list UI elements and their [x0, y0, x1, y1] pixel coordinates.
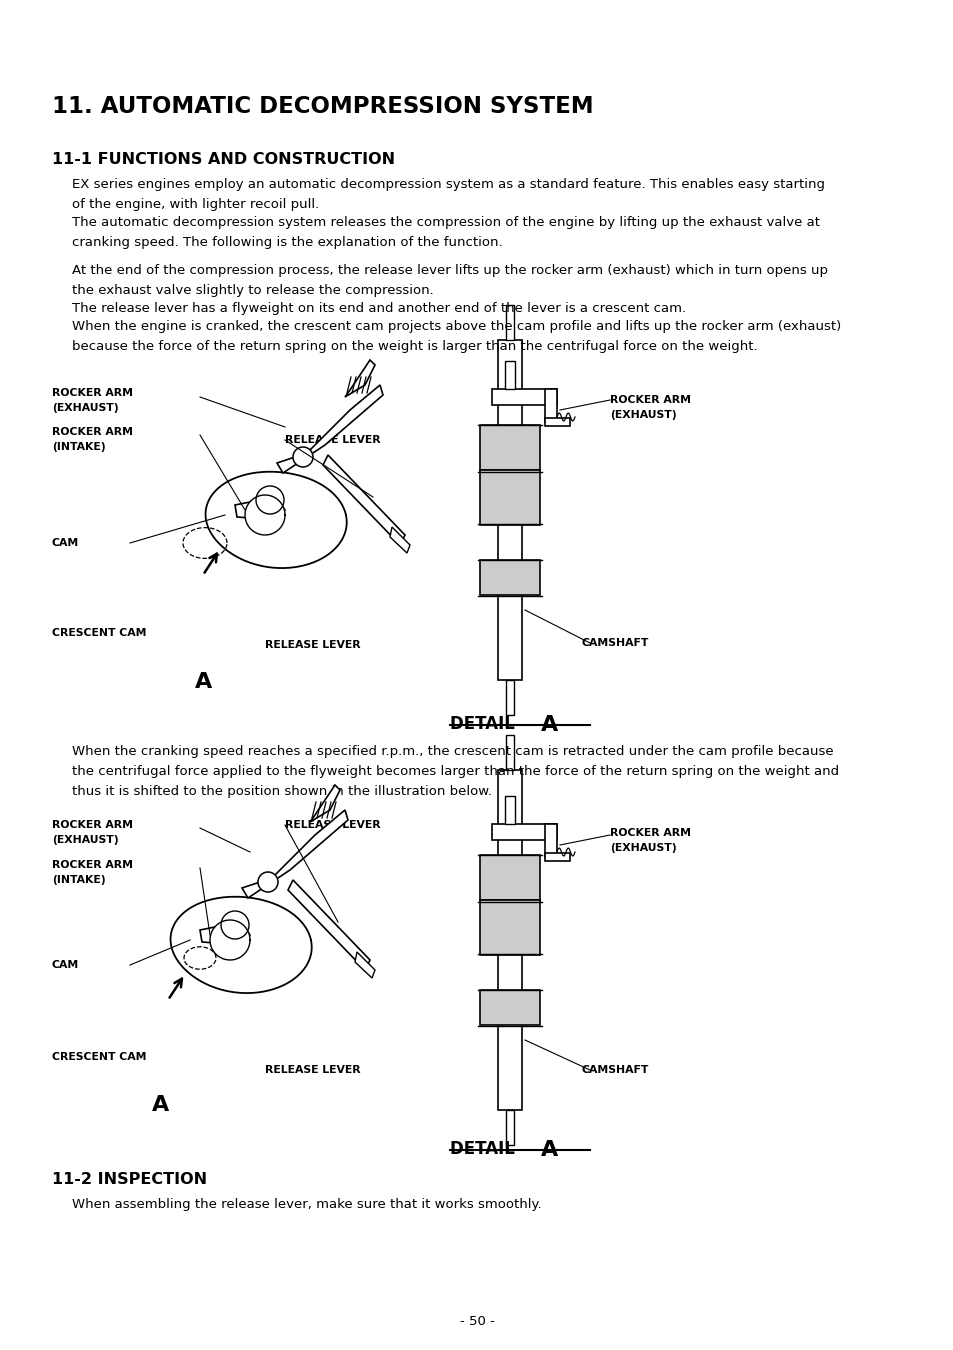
Text: ROCKER ARM: ROCKER ARM	[609, 396, 690, 405]
Polygon shape	[276, 385, 382, 472]
Bar	[544, 824, 557, 857]
Bar	[544, 853, 569, 861]
Text: ROCKER ARM: ROCKER ARM	[52, 427, 132, 437]
Circle shape	[257, 872, 277, 892]
Text: the centrifugal force applied to the flyweight becomes larger than the force of : the centrifugal force applied to the fly…	[71, 765, 839, 778]
Text: CRESCENT CAM: CRESCENT CAM	[52, 628, 147, 639]
Text: the exhaust valve slightly to release the compression.: the exhaust valve slightly to release th…	[71, 284, 434, 297]
Text: When the cranking speed reaches a specified r.p.m., the crescent cam is retracte: When the cranking speed reaches a specif…	[71, 745, 833, 757]
Text: 11. AUTOMATIC DECOMPRESSION SYSTEM: 11. AUTOMATIC DECOMPRESSION SYSTEM	[52, 95, 593, 117]
Circle shape	[255, 486, 284, 514]
Text: (EXHAUST): (EXHAUST)	[52, 836, 118, 845]
Text: CAMSHAFT: CAMSHAFT	[581, 1065, 649, 1075]
Text: A: A	[152, 1095, 169, 1115]
Polygon shape	[310, 784, 339, 822]
Text: A: A	[540, 716, 558, 734]
Text: ROCKER ARM: ROCKER ARM	[52, 387, 132, 398]
Text: When assembling the release lever, make sure that it works smoothly.: When assembling the release lever, make …	[71, 1197, 541, 1211]
Bar	[479, 990, 539, 1025]
Text: A: A	[194, 672, 212, 693]
Text: RELEASE LEVER: RELEASE LEVER	[265, 640, 360, 649]
Text: thus it is shifted to the position shown in the illustration below.: thus it is shifted to the position shown…	[71, 784, 492, 798]
Bar	[497, 769, 521, 1110]
Text: RELEASE LEVER: RELEASE LEVER	[285, 819, 380, 830]
Polygon shape	[323, 455, 405, 545]
Text: When the engine is cranked, the crescent cam projects above the cam profile and : When the engine is cranked, the crescent…	[71, 320, 841, 333]
Bar	[504, 360, 515, 389]
Text: DETAIL: DETAIL	[450, 1139, 520, 1158]
Text: At the end of the compression process, the release lever lifts up the rocker arm: At the end of the compression process, t…	[71, 265, 827, 277]
Text: (INTAKE): (INTAKE)	[52, 875, 106, 886]
Text: DETAIL: DETAIL	[450, 716, 520, 733]
Polygon shape	[345, 360, 375, 397]
Bar	[492, 389, 557, 405]
Polygon shape	[205, 471, 346, 568]
Text: of the engine, with lighter recoil pull.: of the engine, with lighter recoil pull.	[71, 198, 319, 211]
Text: 11-1 FUNCTIONS AND CONSTRUCTION: 11-1 FUNCTIONS AND CONSTRUCTION	[52, 153, 395, 167]
Bar	[544, 418, 569, 427]
Bar	[479, 425, 539, 470]
Text: - 50 -: - 50 -	[459, 1315, 494, 1328]
Bar	[492, 824, 557, 840]
Text: (INTAKE): (INTAKE)	[52, 441, 106, 452]
Text: (EXHAUST): (EXHAUST)	[52, 404, 118, 413]
Text: The release lever has a flyweight on its end and another end of the lever is a c: The release lever has a flyweight on its…	[71, 302, 685, 315]
Polygon shape	[390, 526, 410, 554]
Text: CAM: CAM	[52, 539, 79, 548]
Circle shape	[293, 447, 313, 467]
Polygon shape	[234, 497, 285, 520]
Text: (EXHAUST): (EXHAUST)	[609, 410, 676, 420]
Bar	[505, 680, 514, 716]
Bar	[497, 340, 521, 680]
Text: CRESCENT CAM: CRESCENT CAM	[52, 1052, 147, 1062]
Bar	[479, 560, 539, 595]
Bar	[544, 389, 557, 423]
Circle shape	[221, 911, 249, 940]
Polygon shape	[200, 922, 250, 945]
Bar	[505, 1110, 514, 1145]
Text: The automatic decompression system releases the compression of the engine by lif: The automatic decompression system relea…	[71, 216, 820, 230]
Polygon shape	[210, 919, 250, 960]
Text: CAM: CAM	[52, 960, 79, 971]
Bar	[479, 900, 539, 954]
Text: ROCKER ARM: ROCKER ARM	[609, 828, 690, 838]
Bar	[479, 470, 539, 525]
Polygon shape	[288, 880, 370, 971]
Text: CAMSHAFT: CAMSHAFT	[581, 639, 649, 648]
Text: ROCKER ARM: ROCKER ARM	[52, 819, 132, 830]
Text: because the force of the return spring on the weight is larger than the centrifu: because the force of the return spring o…	[71, 340, 757, 352]
Text: EX series engines employ an automatic decompression system as a standard feature: EX series engines employ an automatic de…	[71, 178, 824, 190]
Bar	[479, 855, 539, 900]
Text: 11-2 INSPECTION: 11-2 INSPECTION	[52, 1172, 207, 1187]
Polygon shape	[355, 952, 375, 977]
Text: ROCKER ARM: ROCKER ARM	[52, 860, 132, 869]
Text: (EXHAUST): (EXHAUST)	[609, 842, 676, 853]
Text: cranking speed. The following is the explanation of the function.: cranking speed. The following is the exp…	[71, 236, 502, 248]
Polygon shape	[242, 810, 348, 898]
Bar	[504, 796, 515, 824]
Bar	[505, 305, 514, 340]
Bar	[505, 734, 514, 770]
Text: A: A	[540, 1139, 558, 1160]
Polygon shape	[171, 896, 312, 994]
Polygon shape	[245, 495, 285, 535]
Text: RELEASE LEVER: RELEASE LEVER	[265, 1065, 360, 1075]
Text: RELEASE LEVER: RELEASE LEVER	[285, 435, 380, 446]
